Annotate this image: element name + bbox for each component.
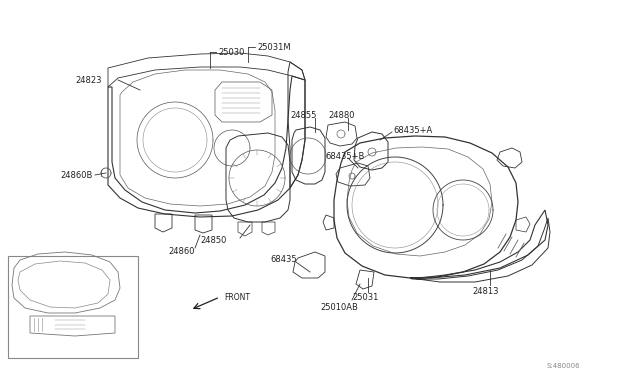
Text: 25030: 25030 — [218, 48, 244, 57]
Text: 250200: 250200 — [52, 343, 83, 353]
Text: FRONT: FRONT — [224, 292, 250, 301]
Text: S:480006: S:480006 — [547, 363, 580, 369]
Text: 25010AB: 25010AB — [320, 304, 358, 312]
Text: 24823: 24823 — [75, 76, 102, 84]
Text: 68435+A: 68435+A — [393, 125, 432, 135]
Text: 24880: 24880 — [328, 110, 355, 119]
Text: 24850: 24850 — [200, 235, 227, 244]
Text: 68435+B: 68435+B — [325, 151, 364, 160]
Text: 25031: 25031 — [352, 294, 378, 302]
Text: 68435: 68435 — [270, 256, 296, 264]
Bar — [8, 256, 138, 358]
Text: 24813: 24813 — [472, 288, 499, 296]
Text: 24860: 24860 — [168, 247, 195, 257]
Text: 24860B: 24860B — [60, 170, 92, 180]
Text: 25031M: 25031M — [257, 42, 291, 51]
Text: 24855: 24855 — [290, 110, 316, 119]
